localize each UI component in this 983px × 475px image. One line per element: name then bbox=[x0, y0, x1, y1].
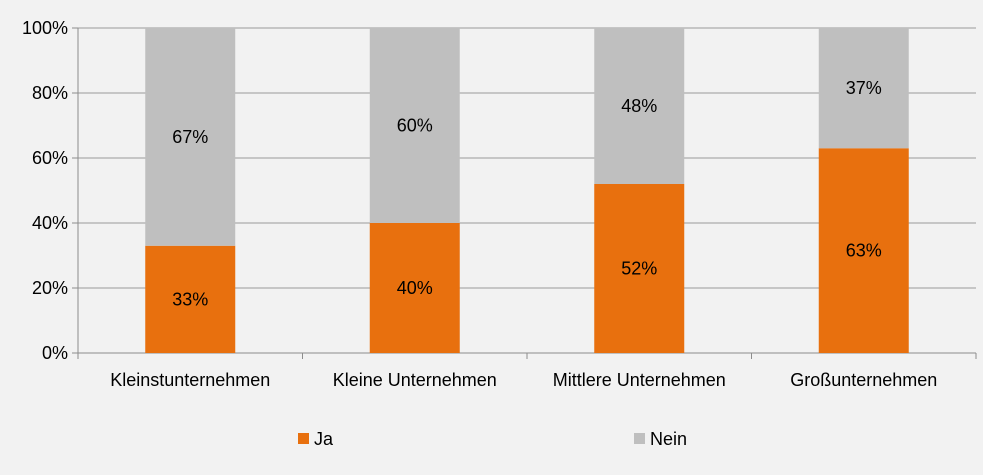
data-label: 67% bbox=[172, 127, 208, 147]
data-label: 40% bbox=[397, 278, 433, 298]
y-tick-label: 20% bbox=[32, 278, 68, 298]
y-tick-label: 100% bbox=[22, 18, 68, 38]
y-axis-ticks: 0% 20% 40% 60% 80% 100% bbox=[22, 18, 79, 363]
bar-nein bbox=[145, 28, 236, 246]
y-tick-label: 60% bbox=[32, 148, 68, 168]
x-axis: Kleinstunternehmen Kleine Unternehmen Mitt… bbox=[77, 353, 977, 390]
data-label: 33% bbox=[172, 289, 208, 309]
bar-ja bbox=[818, 148, 909, 353]
legend-swatch-nein bbox=[634, 433, 645, 444]
x-category-label: Mittlere Unternehmen bbox=[553, 370, 726, 390]
bar-ja bbox=[145, 245, 236, 353]
legend-label: Nein bbox=[650, 429, 687, 449]
bar-nein bbox=[594, 28, 685, 184]
bar-ja bbox=[369, 223, 460, 353]
data-label: 60% bbox=[397, 116, 433, 136]
bar-nein bbox=[818, 28, 909, 149]
legend-label: Ja bbox=[314, 429, 334, 449]
bar-ja bbox=[594, 184, 685, 353]
data-label: 48% bbox=[621, 96, 657, 116]
legend-swatch-ja bbox=[298, 433, 309, 444]
bar-nein bbox=[369, 28, 460, 223]
x-category-label: Kleinstunternehmen bbox=[110, 370, 270, 390]
y-tick-label: 80% bbox=[32, 83, 68, 103]
bars: 33% 67% 40% 60% 52% 48% 63% 37% bbox=[145, 28, 909, 353]
data-label: 37% bbox=[846, 78, 882, 98]
y-tick-label: 0% bbox=[42, 343, 68, 363]
y-tick-label: 40% bbox=[32, 213, 68, 233]
data-label: 52% bbox=[621, 259, 657, 279]
data-label: 63% bbox=[846, 241, 882, 261]
x-category-label: Kleine Unternehmen bbox=[333, 370, 497, 390]
x-category-label: Großunternehmen bbox=[790, 370, 937, 390]
legend: Ja Nein bbox=[298, 429, 687, 449]
